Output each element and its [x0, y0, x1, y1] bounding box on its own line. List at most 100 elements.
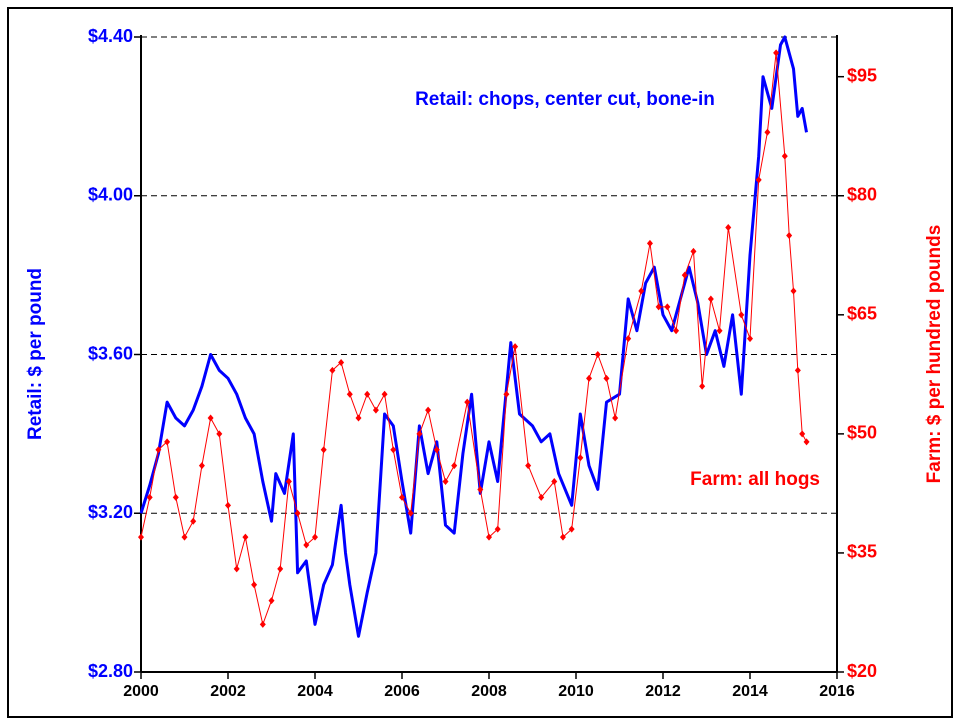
point-marker — [551, 478, 558, 485]
y2-tick-label: $20 — [847, 661, 877, 681]
point-marker — [781, 152, 788, 160]
point-marker — [586, 374, 593, 382]
point-marker — [277, 565, 284, 573]
point-marker — [407, 509, 414, 517]
point-marker — [242, 533, 249, 541]
point-marker — [790, 287, 797, 295]
point-marker — [207, 414, 214, 422]
point-marker — [355, 414, 362, 422]
point-marker — [225, 501, 231, 509]
point-marker — [699, 382, 706, 390]
point-marker — [338, 358, 345, 366]
point-marker — [486, 533, 492, 541]
point-marker — [251, 581, 258, 589]
point-marker — [198, 462, 205, 470]
point-marker — [451, 462, 458, 470]
point-marker — [416, 430, 423, 438]
point-marker — [216, 430, 223, 438]
y2-axis-label: Farm: $ per hundred pounds — [924, 225, 945, 484]
point-marker — [268, 597, 275, 605]
point-marker — [364, 390, 371, 398]
point-marker — [794, 366, 801, 374]
y2-tick-label: $80 — [847, 185, 877, 205]
point-marker — [164, 438, 171, 446]
point-marker — [799, 430, 806, 438]
point-marker — [233, 565, 240, 573]
point-marker — [285, 478, 292, 485]
series-line — [140, 52, 807, 625]
point-marker — [673, 327, 680, 335]
point-marker — [747, 335, 753, 343]
point-marker — [646, 239, 653, 247]
point-marker — [259, 620, 266, 628]
point-marker — [525, 462, 532, 470]
point-marker — [464, 398, 471, 406]
point-marker — [294, 509, 301, 517]
point-marker — [312, 533, 318, 541]
point-marker — [612, 414, 619, 422]
point-marker — [568, 525, 575, 533]
point-marker — [399, 493, 405, 501]
point-marker — [320, 446, 327, 454]
point-marker — [138, 533, 144, 541]
series-line — [139, 35, 808, 638]
point-marker — [303, 541, 310, 549]
x-tick-label: 2016 — [819, 683, 855, 700]
point-marker — [346, 390, 353, 398]
point-marker — [625, 335, 632, 343]
point-marker — [725, 224, 732, 231]
point-marker — [381, 390, 388, 398]
y2-tick-label: $35 — [847, 542, 877, 562]
point-marker — [690, 247, 697, 255]
point-marker — [425, 406, 432, 414]
x-tick-label: 2010 — [558, 683, 594, 700]
x-tick-label: 2014 — [732, 683, 768, 700]
point-marker — [181, 533, 188, 541]
x-tick-label: 2008 — [471, 683, 507, 700]
series-label: Farm: all hogs — [690, 469, 820, 490]
y2-tick-label: $65 — [847, 304, 877, 324]
point-marker — [503, 390, 510, 398]
point-marker — [538, 493, 545, 501]
x-tick-label: 2006 — [384, 683, 420, 700]
point-marker — [477, 485, 484, 493]
point-marker — [773, 49, 780, 57]
point-marker — [707, 295, 714, 303]
y-tick-label: $2.80 — [88, 661, 133, 681]
point-marker — [764, 128, 771, 136]
point-marker — [190, 517, 197, 525]
point-marker — [494, 525, 501, 533]
point-marker — [655, 303, 662, 311]
point-marker — [738, 311, 745, 319]
y-tick-label: $4.40 — [88, 26, 133, 46]
y-tick-label: $4.00 — [88, 185, 133, 205]
x-tick-label: 2000 — [123, 683, 159, 700]
point-marker — [442, 478, 449, 485]
point-marker — [681, 271, 688, 279]
y2-tick-label: $50 — [847, 423, 877, 443]
x-tick-label: 2002 — [210, 683, 246, 700]
frame — [7, 7, 953, 718]
point-marker — [755, 176, 762, 184]
y-axis-label: Retail: $ per pound — [25, 268, 46, 440]
y-tick-label: $3.20 — [88, 502, 133, 522]
point-marker — [803, 438, 810, 446]
series-label: Retail: chops, center cut, bone-in — [415, 89, 715, 110]
point-marker — [786, 231, 793, 239]
point-marker — [603, 374, 610, 382]
x-tick-label: 2004 — [297, 683, 333, 700]
point-marker — [155, 446, 162, 454]
point-marker — [146, 493, 153, 501]
y2-tick-label: $95 — [847, 65, 877, 85]
point-marker — [172, 493, 179, 501]
point-marker — [329, 366, 336, 374]
point-marker — [594, 351, 601, 358]
y-tick-label: $3.60 — [88, 343, 133, 363]
point-marker — [559, 533, 566, 541]
point-marker — [390, 446, 397, 454]
point-marker — [664, 303, 671, 311]
point-marker — [433, 446, 440, 454]
point-marker — [716, 327, 723, 335]
point-marker — [638, 287, 645, 295]
